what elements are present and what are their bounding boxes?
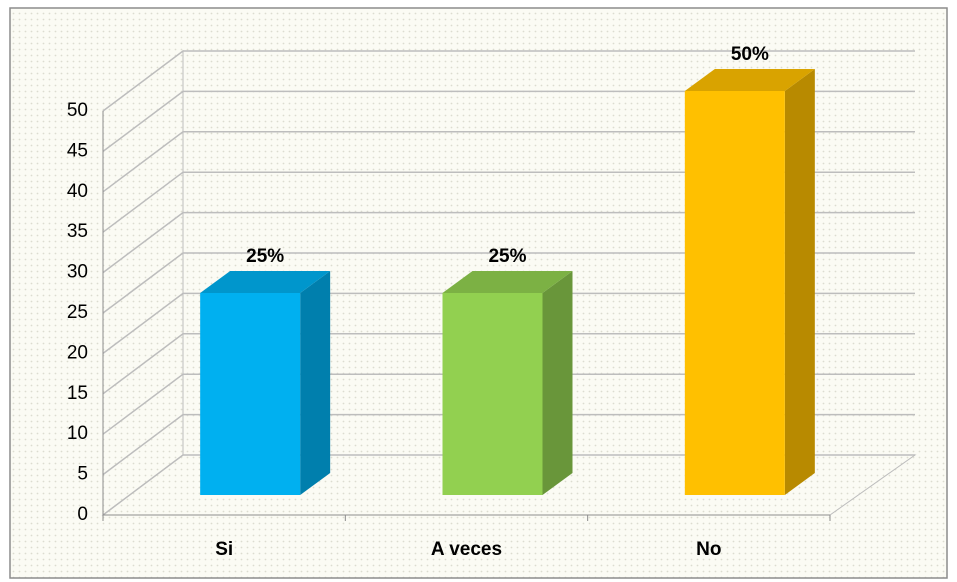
bar-top — [684, 69, 815, 91]
y-tick-label: 25 — [67, 302, 88, 323]
bar-top — [200, 271, 331, 293]
x-tick-label: A veces — [431, 539, 502, 560]
y-tick-label: 0 — [77, 504, 88, 525]
grid-line — [102, 292, 915, 354]
grid-line — [102, 171, 915, 233]
data-label: 50% — [731, 44, 769, 65]
bar — [684, 91, 785, 495]
y-tick-label: 40 — [67, 181, 88, 202]
grid-line — [102, 50, 915, 112]
bar-side — [542, 271, 573, 495]
y-tick-label: 15 — [67, 383, 88, 404]
y-tick-label: 30 — [67, 262, 88, 283]
x-tick-label: No — [696, 539, 721, 560]
grid-line — [102, 413, 915, 476]
grid-line — [102, 90, 915, 152]
grid-line — [102, 252, 915, 314]
grid-line — [102, 211, 915, 274]
grid-line — [102, 333, 915, 395]
grid-line — [102, 454, 915, 516]
y-tick-label: 35 — [67, 221, 88, 242]
grid-line — [102, 373, 915, 435]
bar-top — [442, 271, 573, 293]
y-tick-label: 10 — [67, 423, 88, 444]
bar-side — [300, 271, 331, 495]
bar — [200, 293, 301, 495]
bar — [442, 293, 543, 495]
y-tick-label: 5 — [77, 464, 88, 485]
data-label: 25% — [488, 246, 526, 267]
y-tick-label: 50 — [67, 100, 88, 121]
y-tick-label: 45 — [67, 140, 88, 161]
bar-side — [784, 69, 815, 495]
x-tick-label: Si — [215, 539, 233, 560]
y-tick-label: 20 — [67, 342, 88, 363]
data-label: 25% — [246, 246, 284, 267]
grid-line — [102, 131, 915, 193]
